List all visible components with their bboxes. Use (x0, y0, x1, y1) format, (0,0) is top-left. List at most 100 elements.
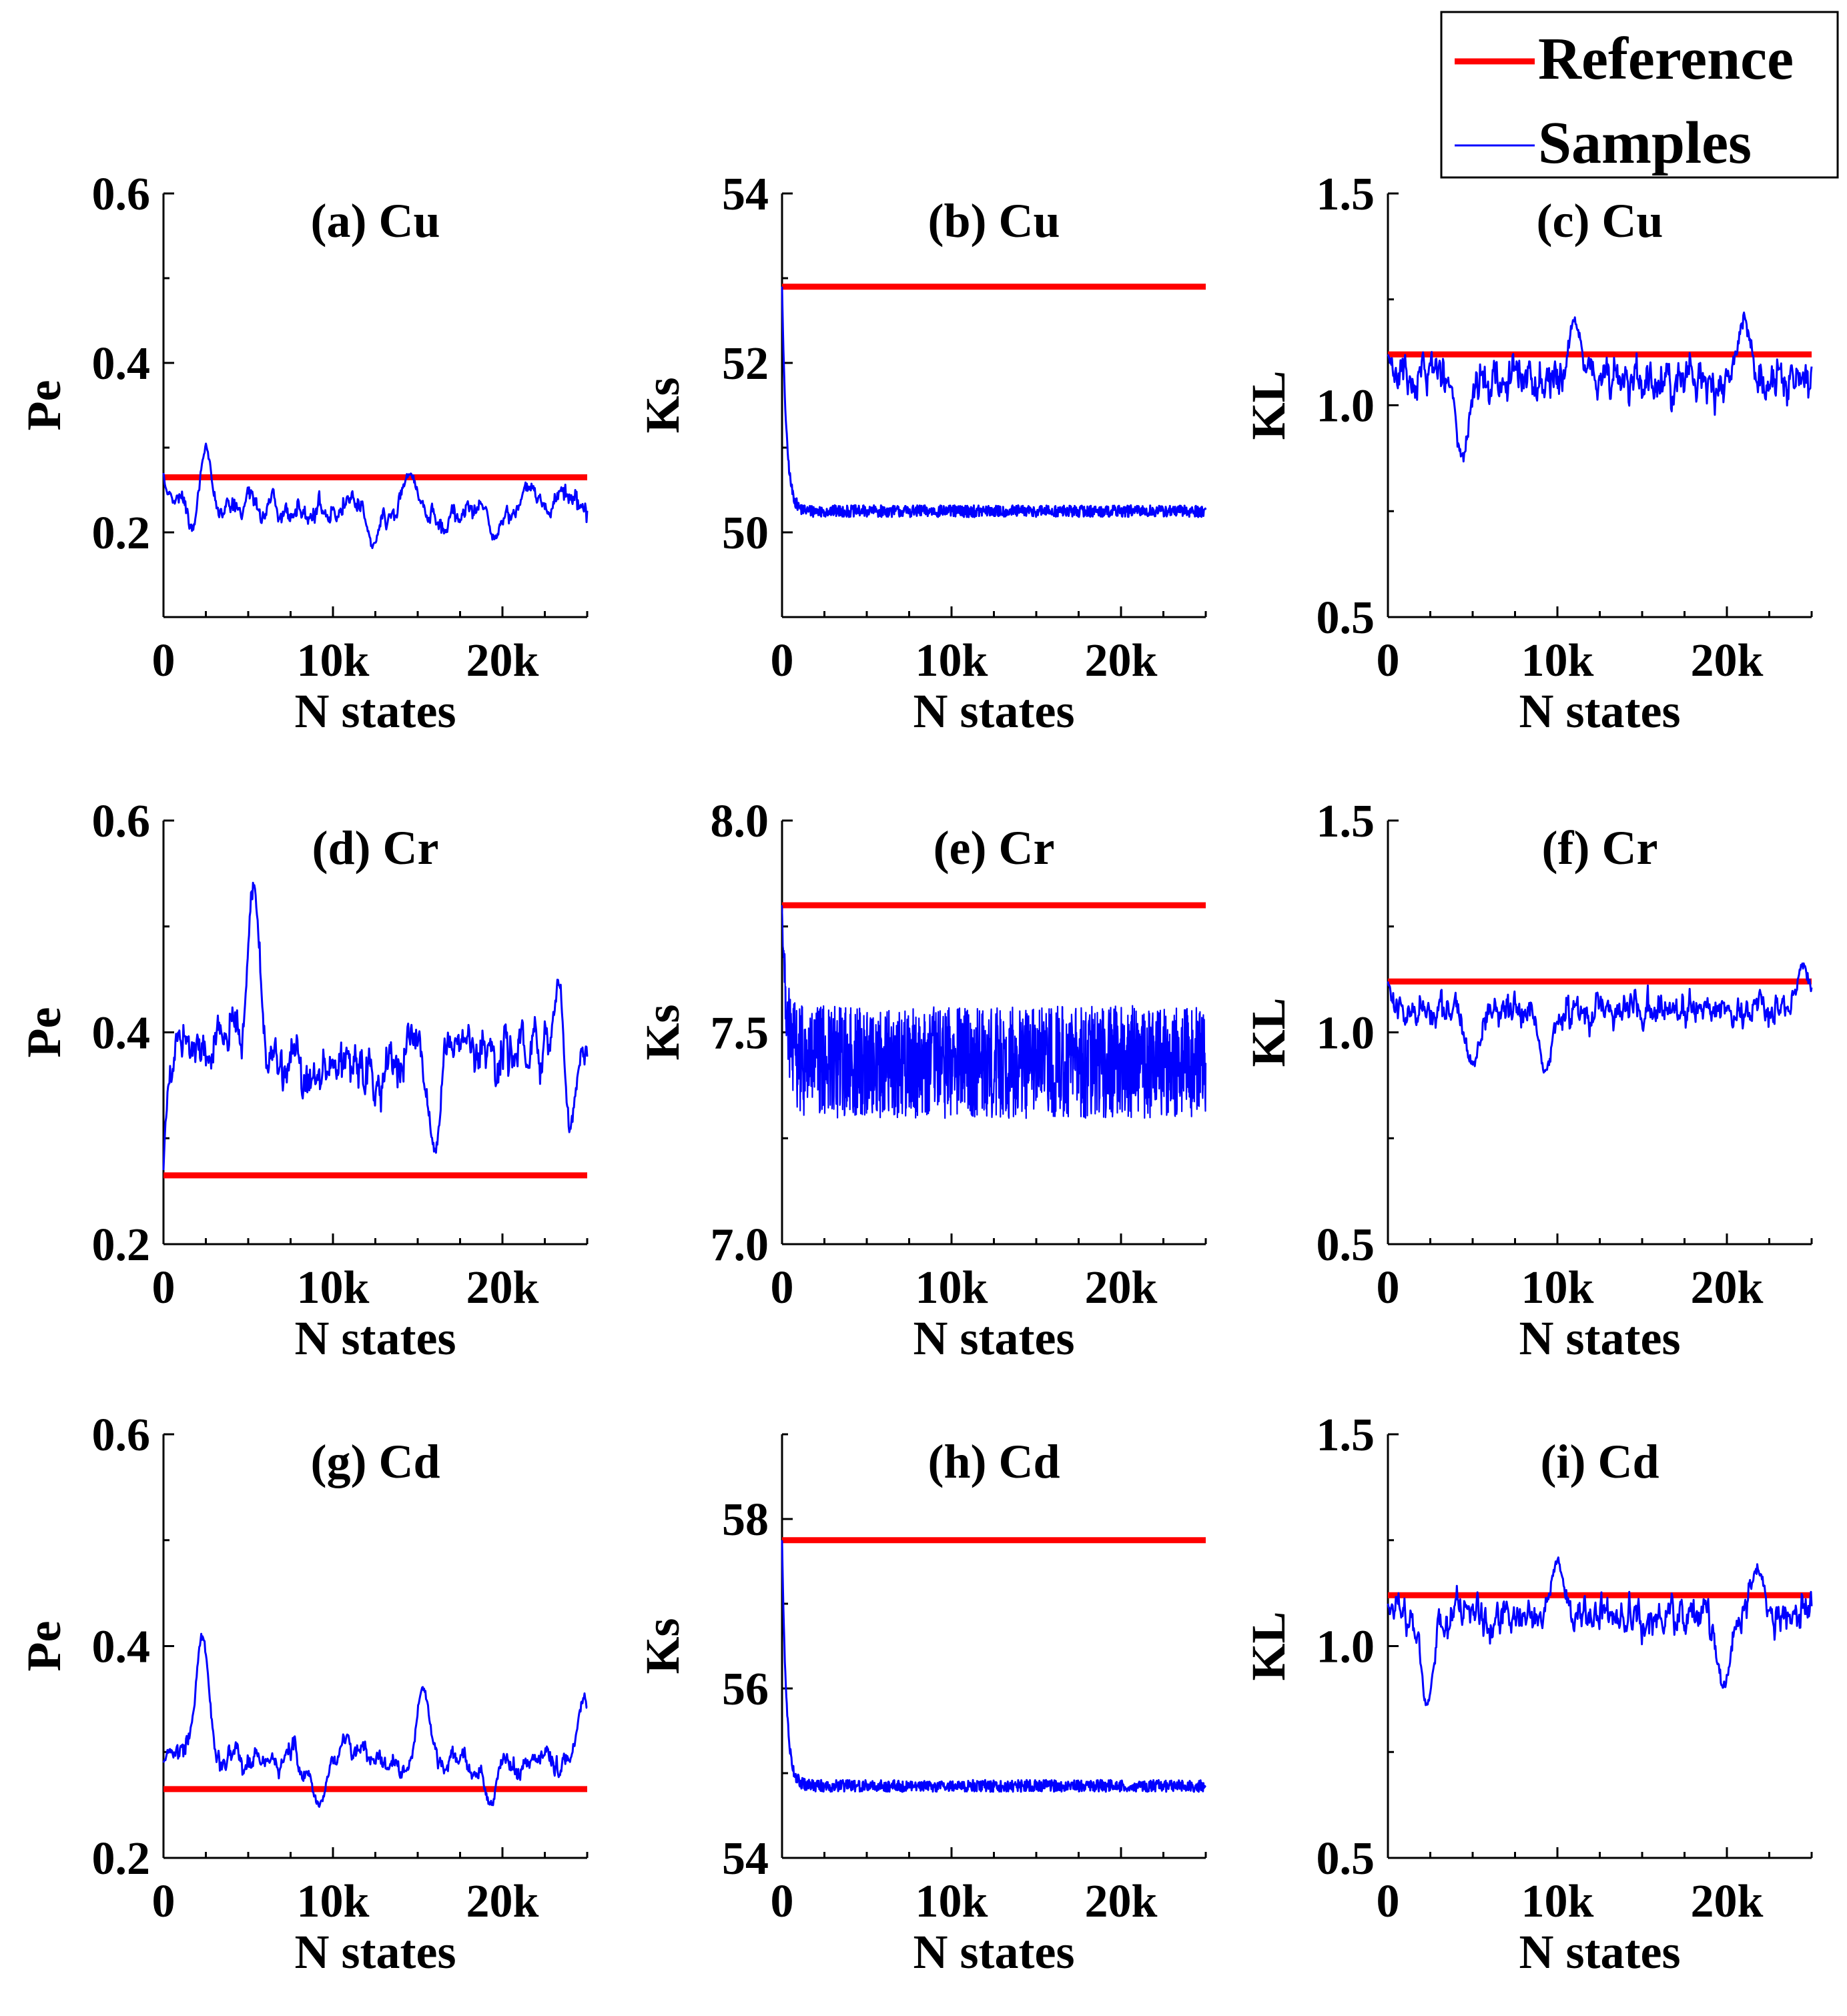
x-tick-label: 0 (771, 1262, 794, 1314)
x-tick-label: 20k (1085, 635, 1158, 686)
x-tick-label: 10k (915, 635, 988, 686)
chart-3-samples-series (162, 881, 589, 1170)
x-tick-label: 10k (297, 1876, 370, 1927)
x-axis-title: N states (295, 1312, 456, 1365)
y-axis-title: KL (1242, 1611, 1295, 1680)
x-axis-title: N states (295, 1925, 456, 1979)
x-tick-label: 0 (1377, 1876, 1400, 1927)
y-tick-label: 0.5 (1317, 1219, 1375, 1271)
x-tick-label: 0 (152, 1876, 175, 1927)
legend-box (1440, 11, 1839, 179)
x-tick-label: 10k (1521, 1876, 1594, 1927)
x-tick-label: 0 (1377, 635, 1400, 686)
y-tick-label: 0.4 (92, 338, 151, 390)
chart-7-samples-series (781, 1540, 1206, 1793)
x-axis-title: N states (913, 1925, 1075, 1979)
y-axis-title: Pe (17, 380, 71, 431)
x-tick-label: 10k (1521, 1262, 1594, 1314)
x-tick-label: 0 (771, 635, 794, 686)
y-tick-label: 1.5 (1317, 169, 1375, 220)
chart-8-samples-series (1387, 1556, 1813, 1706)
y-tick-label: 8.0 (711, 796, 769, 847)
x-tick-label: 20k (466, 635, 539, 686)
y-tick-label: 0.2 (92, 1833, 151, 1885)
y-tick-label: 1.0 (1317, 1008, 1375, 1059)
panel-title: (e) Cr (934, 821, 1055, 875)
y-axis-title: KL (1242, 370, 1295, 440)
x-tick-label: 20k (1085, 1262, 1158, 1314)
y-tick-label: 0.4 (92, 1622, 151, 1673)
x-tick-label: 0 (152, 1262, 175, 1314)
y-tick-label: 50 (722, 508, 769, 559)
y-tick-label: 0.6 (92, 796, 151, 847)
y-axis-title: Ks (636, 377, 689, 433)
panel-title: (f) Cr (1542, 821, 1658, 875)
x-tick-label: 10k (915, 1262, 988, 1314)
panel-title: (i) Cd (1541, 1435, 1659, 1488)
y-tick-label: 0.5 (1317, 1833, 1375, 1885)
y-tick-label: 0.6 (92, 1410, 151, 1461)
panel-title: (h) Cd (928, 1435, 1060, 1488)
y-tick-label: 0.2 (92, 1219, 151, 1271)
y-tick-label: 0.4 (92, 1008, 151, 1059)
y-tick-label: 58 (722, 1494, 769, 1546)
y-tick-label: 1.0 (1317, 1622, 1375, 1673)
y-axis-title: Ks (636, 1004, 689, 1060)
x-tick-label: 20k (1691, 635, 1764, 686)
x-tick-label: 10k (297, 635, 370, 686)
x-tick-label: 10k (1521, 635, 1594, 686)
chart-6-samples-series (162, 1632, 588, 1808)
x-axis-title: N states (295, 684, 456, 738)
chart-1-samples-series (781, 286, 1207, 518)
chart-5-samples-series (1387, 962, 1813, 1074)
chart-0-samples-series (162, 442, 589, 550)
y-tick-label: 54 (722, 169, 769, 220)
x-tick-label: 10k (297, 1262, 370, 1314)
x-tick-label: 20k (1691, 1262, 1764, 1314)
y-axis-title: Pe (17, 1007, 71, 1058)
x-tick-label: 20k (1085, 1876, 1158, 1927)
panel-title: (b) Cu (928, 194, 1060, 247)
y-tick-label: 0.6 (92, 169, 151, 220)
x-tick-label: 0 (771, 1876, 794, 1927)
x-tick-label: 0 (1377, 1262, 1400, 1314)
x-tick-label: 20k (1691, 1876, 1764, 1927)
x-tick-label: 20k (466, 1262, 539, 1314)
chart-4-samples-series (781, 905, 1207, 1119)
x-tick-label: 0 (152, 635, 175, 686)
panel-title: (g) Cd (311, 1435, 440, 1488)
y-axis-title: Ks (636, 1618, 689, 1674)
y-tick-label: 56 (722, 1664, 769, 1715)
legend-reference-label: Reference (1538, 26, 1794, 92)
y-tick-label: 0.5 (1317, 592, 1375, 644)
panel-title: (d) Cr (312, 821, 439, 875)
x-axis-title: N states (1519, 684, 1681, 738)
y-tick-label: 1.5 (1317, 1410, 1375, 1461)
y-tick-label: 54 (722, 1833, 769, 1885)
y-axis-title: Pe (17, 1621, 71, 1672)
x-tick-label: 20k (466, 1876, 539, 1927)
x-axis-title: N states (1519, 1312, 1681, 1365)
y-tick-label: 52 (722, 338, 769, 390)
y-tick-label: 7.5 (711, 1008, 769, 1059)
y-tick-label: 7.0 (711, 1219, 769, 1271)
panel-title: (c) Cu (1537, 194, 1664, 247)
x-axis-title: N states (913, 684, 1075, 738)
x-tick-label: 10k (915, 1876, 988, 1927)
y-tick-label: 1.0 (1317, 381, 1375, 432)
chart-2-samples-series (1387, 312, 1813, 463)
x-axis-title: N states (913, 1312, 1075, 1365)
y-tick-label: 0.2 (92, 508, 151, 559)
panel-title: (a) Cu (311, 194, 440, 247)
